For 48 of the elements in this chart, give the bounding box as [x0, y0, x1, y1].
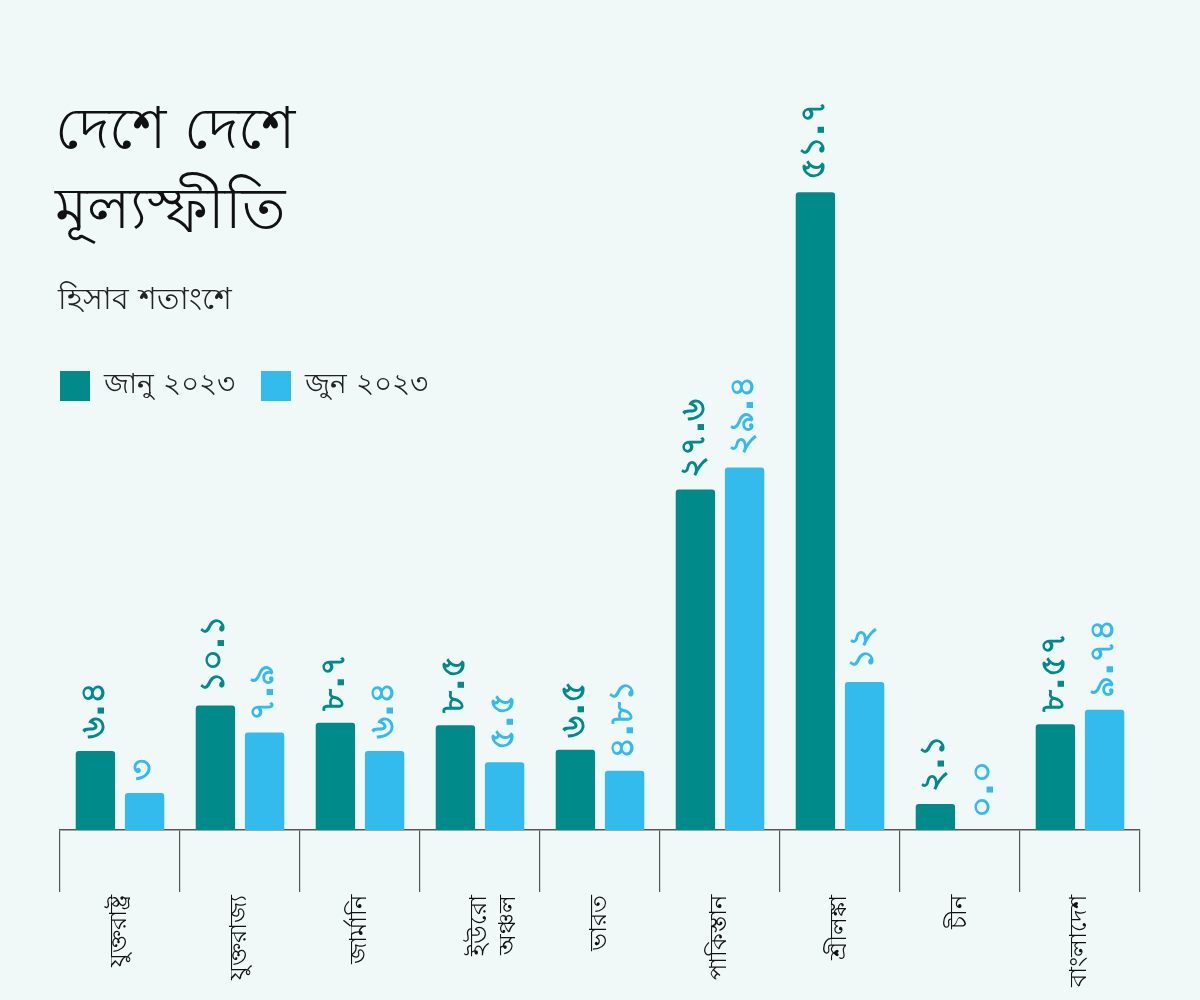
bar: [724, 467, 765, 830]
bar: [484, 762, 525, 830]
data-label: ০.০: [961, 761, 1002, 818]
bar: [244, 732, 285, 830]
data-label: ৬.৫: [552, 680, 593, 738]
data-label: ৫.৫: [481, 693, 522, 751]
bar: [604, 770, 645, 830]
data-label: ৫১.৭: [792, 101, 833, 181]
data-label: ৮.৭: [312, 653, 353, 712]
data-label: ৪.৮১: [601, 679, 642, 759]
x-tick-label: বাংলাদেশ: [1064, 894, 1093, 988]
data-label: ১২: [841, 626, 882, 670]
data-label: ৯.৭৪: [1081, 618, 1122, 698]
bar: [195, 705, 236, 830]
data-label: ২.১: [912, 735, 953, 793]
x-tick-label: জার্মানি: [343, 894, 373, 965]
bar: [795, 192, 836, 830]
data-label: ৬.৪: [361, 682, 402, 740]
legend-label: জানু ২০২৩: [104, 366, 235, 402]
bar: [1035, 724, 1076, 830]
x-tick-label: শ্রীলঙ্কা: [823, 894, 853, 961]
x-tick-label: চীন: [943, 894, 973, 930]
chart-title: দেশে দেশে মূল্যস্ফীতি: [55, 93, 297, 246]
x-tick-label: পাকিস্তান: [704, 894, 733, 980]
data-label: ৩: [121, 759, 162, 781]
bar: [364, 751, 405, 830]
legend-label: জুন ২০২৩: [304, 366, 428, 402]
data-label: ৮.৫৭: [1032, 633, 1073, 714]
data-label: ২৭.৬: [672, 398, 713, 478]
x-tick-label: যুক্তরাজ্য: [224, 894, 253, 981]
bar: [1084, 709, 1125, 830]
x-tick-label: ভারত: [584, 894, 613, 952]
bar: [435, 725, 476, 830]
data-label: ৭.৯: [241, 663, 282, 721]
bar: [124, 793, 165, 830]
bar: [675, 489, 716, 830]
x-tick-label: যুক্তরাষ্ট্র: [104, 894, 133, 968]
bar: [75, 751, 116, 830]
text: হিসাব শতাংশে: [58, 280, 232, 318]
data-label: ২৯.৪: [721, 376, 762, 456]
data-label: ৬.৪: [72, 682, 113, 740]
bar: [555, 749, 596, 830]
bar: [315, 722, 356, 830]
bar: [844, 682, 885, 830]
data-label: ৮.৫: [432, 656, 473, 715]
data-label: ১০.১: [192, 614, 233, 694]
x-tick-label: ইউরো অঞ্চল: [463, 894, 522, 957]
bar: [915, 804, 956, 830]
